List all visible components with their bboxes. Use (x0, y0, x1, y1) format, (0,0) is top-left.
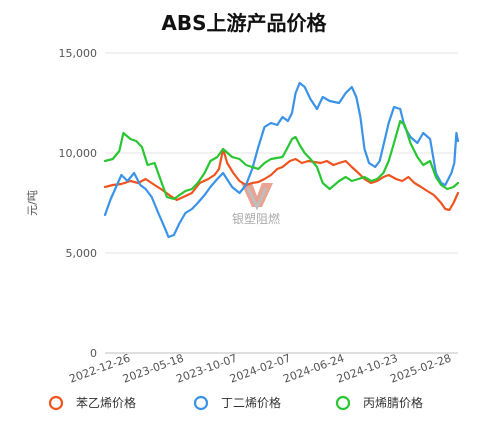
series-line-3 (103, 119, 460, 201)
legend-marker (48, 395, 64, 411)
y-tick-label: 0 (90, 347, 97, 360)
watermark-text: 银塑阻燃 (232, 211, 280, 226)
series-line-1 (103, 147, 460, 212)
x-tick-label: 2023-05-18 (121, 352, 186, 386)
series-line-2 (103, 81, 460, 239)
legend-marker (335, 395, 351, 411)
y-tick-label: 15,000 (59, 47, 98, 60)
y-tick-label: 10,000 (59, 147, 98, 160)
x-tick-label: 2024-06-24 (281, 352, 346, 386)
y-tick-label: 5,000 (66, 247, 98, 260)
legend: 苯乙烯价格 丁二烯价格 丙烯腈价格 (48, 395, 423, 411)
x-tick-label: 2022-12-26 (67, 352, 132, 386)
series-lines (103, 81, 460, 239)
x-tick-label: 2024-10-23 (335, 352, 400, 386)
y-axis-label: 元/吨 (26, 190, 39, 216)
x-tick-label: 2024-02-07 (228, 352, 293, 386)
gridlines (105, 52, 458, 354)
watermark: 银塑阻燃 (232, 183, 280, 226)
x-tick-labels: 2022-12-262023-05-182023-10-072024-02-07… (67, 352, 453, 386)
chart-title: ABS上游产品价格 (161, 11, 327, 35)
legend-label: 丁二烯价格 (221, 395, 281, 410)
x-tick-label: 2025-02-28 (388, 352, 453, 386)
x-tick-label: 2023-10-07 (174, 352, 239, 386)
legend-label: 苯乙烯价格 (76, 395, 136, 410)
legend-label: 丙烯腈价格 (363, 395, 423, 410)
legend-marker (193, 395, 209, 411)
y-tick-labels: 0 5,000 10,000 15,000 (59, 47, 98, 360)
